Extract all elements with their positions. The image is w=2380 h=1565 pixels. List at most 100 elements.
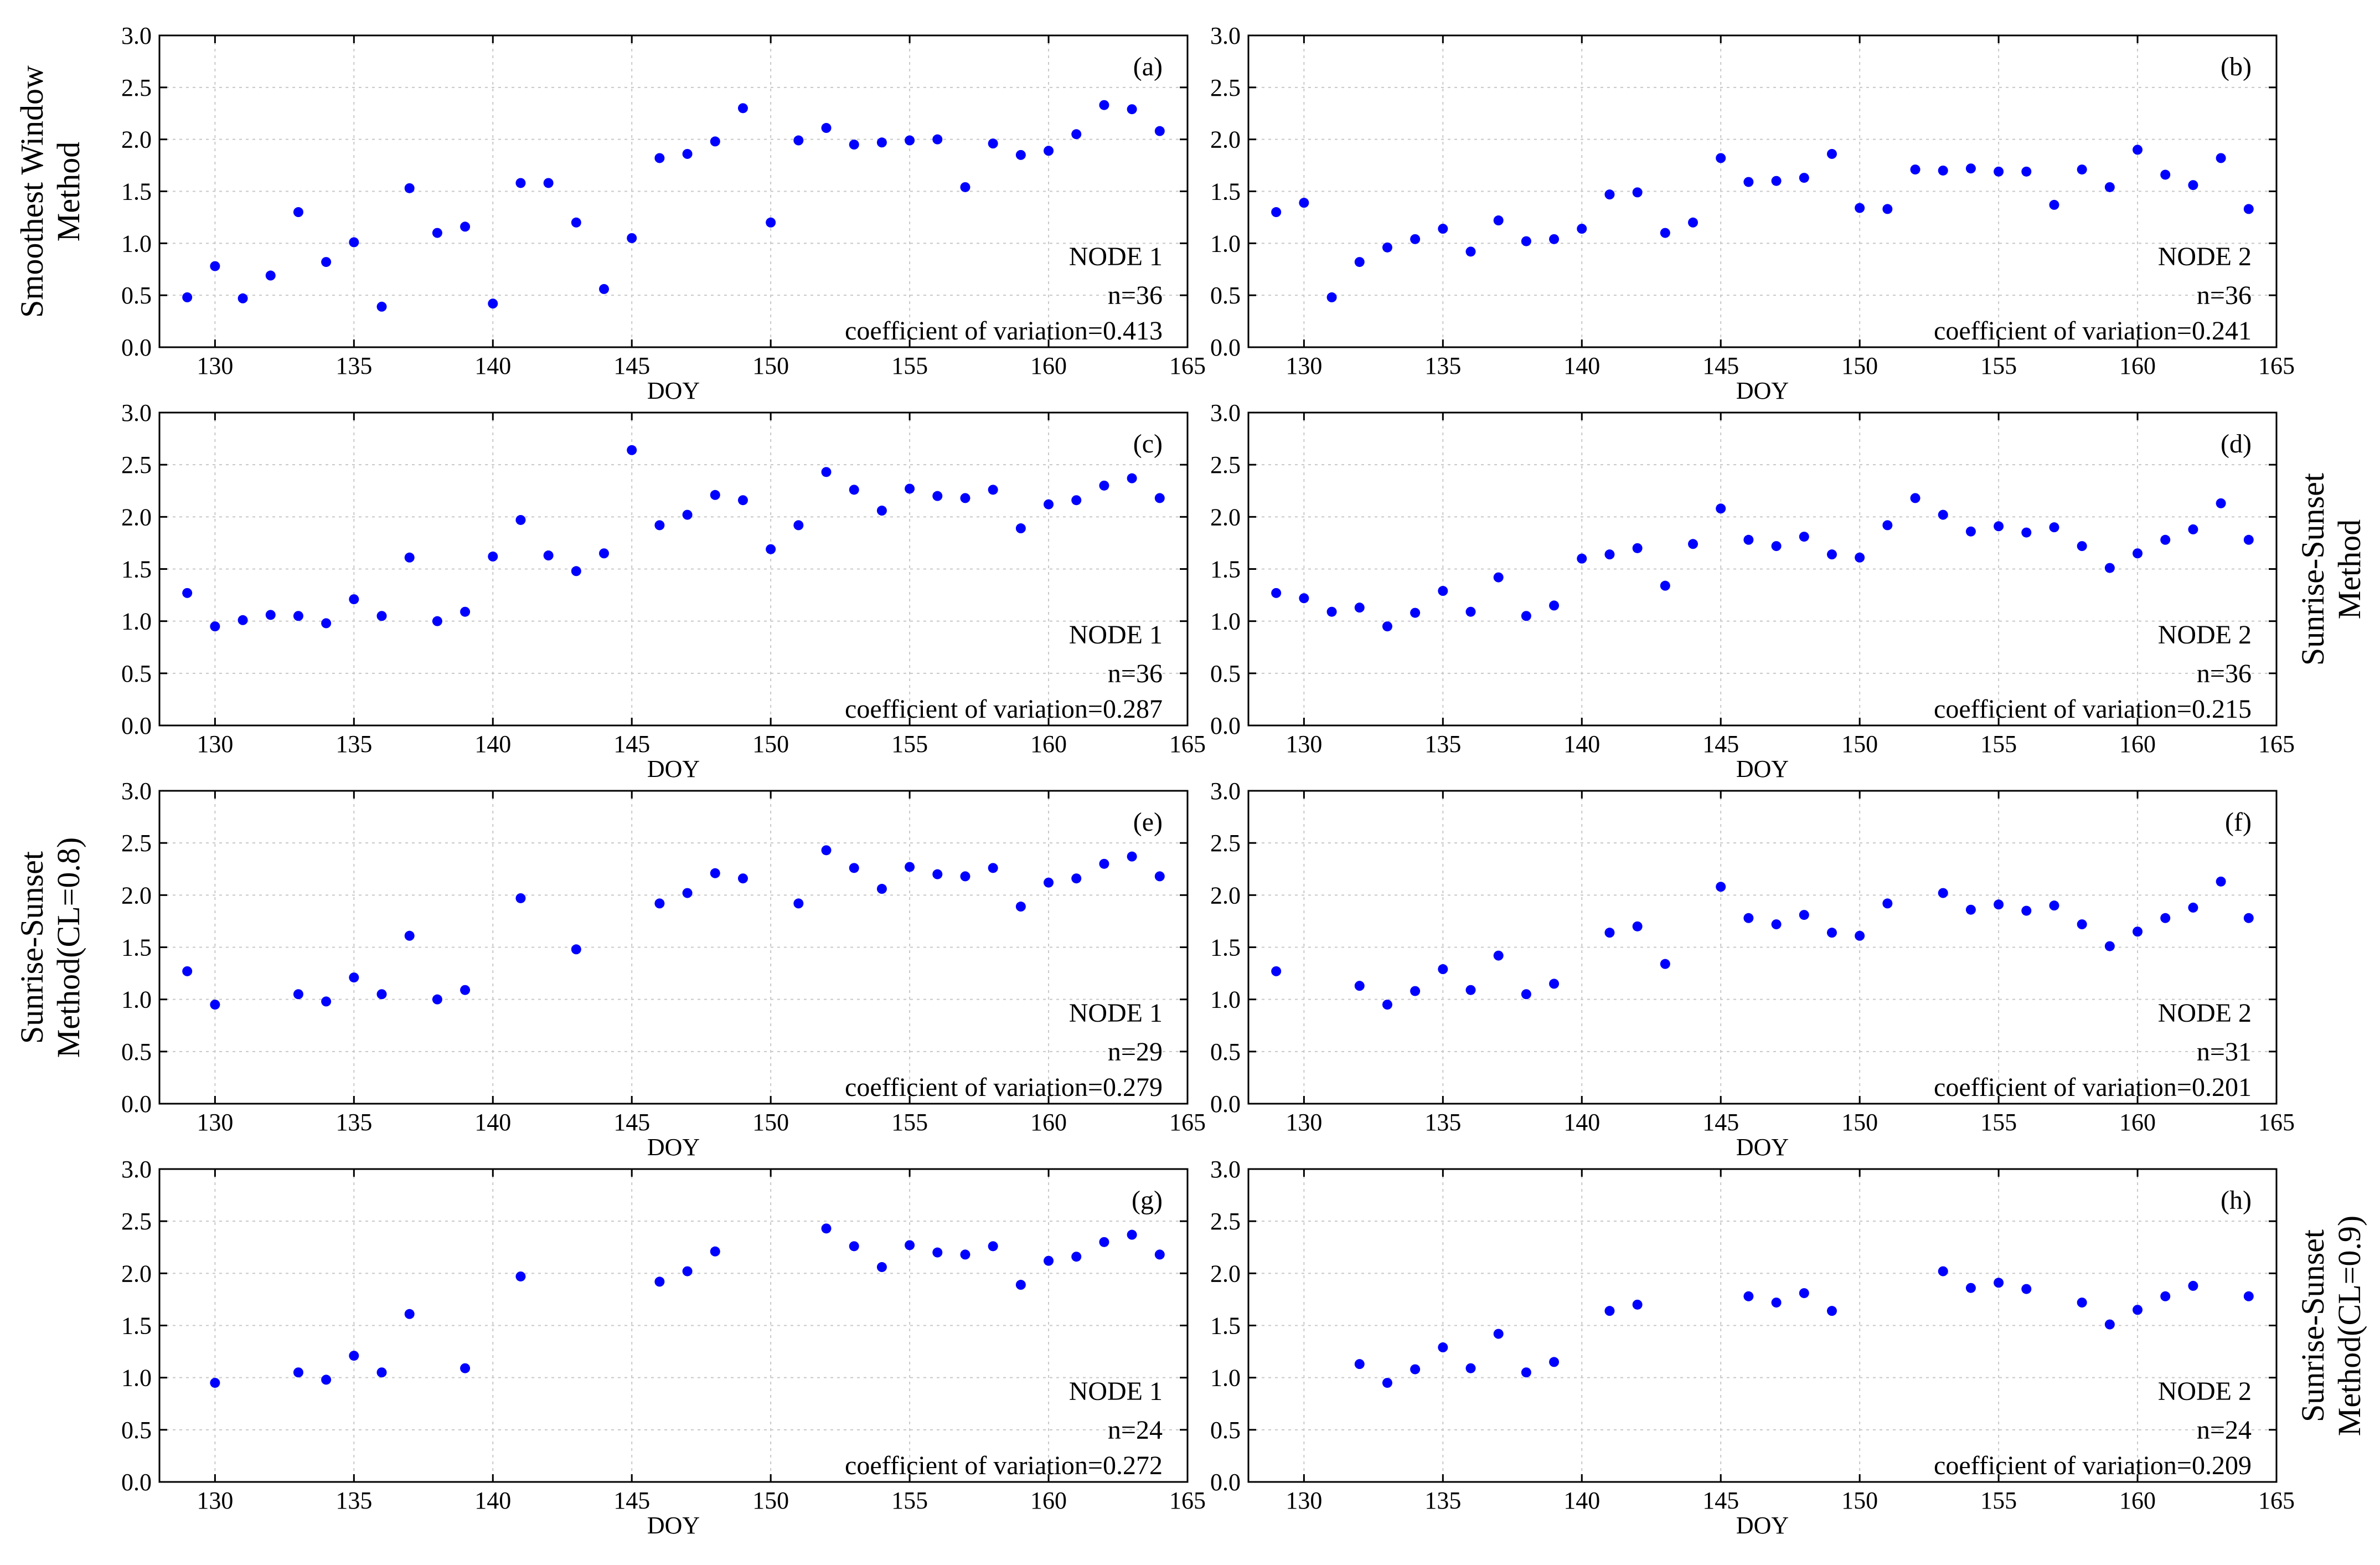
y-tick-label: 0.5	[1210, 282, 1241, 309]
data-point	[960, 1249, 970, 1260]
x-tick-label: 140	[474, 730, 511, 758]
data-point	[1994, 899, 2004, 910]
x-axis-label: DOY	[1736, 1134, 1789, 1161]
x-tick-label: 165	[2258, 730, 2295, 758]
data-point	[1549, 234, 1560, 244]
data-point	[1127, 1229, 1137, 1240]
x-tick-label: 160	[2119, 730, 2156, 758]
y-tick-label: 0.0	[121, 1469, 152, 1496]
row-label-line: Method	[2331, 519, 2367, 619]
x-tick-label: 150	[752, 730, 789, 758]
sample-size-label: n=29	[1108, 1037, 1163, 1067]
y-tick-label: 3.0	[1210, 1156, 1241, 1183]
y-tick-label: 1.0	[1210, 230, 1241, 257]
data-point	[1604, 549, 1615, 560]
node-label: NODE 2	[2158, 998, 2252, 1028]
data-point	[1382, 1000, 1392, 1010]
data-point	[988, 138, 998, 149]
row-label-line: Method(CL=0.8)	[50, 837, 86, 1058]
y-tick-label: 3.0	[121, 22, 152, 49]
data-point	[1044, 1255, 1054, 1266]
data-point	[710, 490, 720, 500]
x-tick-label: 150	[1841, 730, 1878, 758]
data-point	[376, 1367, 387, 1378]
data-point	[1938, 888, 1948, 898]
y-tick-label: 2.0	[1210, 882, 1241, 909]
data-point	[849, 485, 859, 495]
x-tick-label: 135	[335, 1487, 372, 1514]
x-tick-label: 165	[1169, 352, 1206, 379]
data-point	[654, 1276, 665, 1287]
cv-label: coefficient of variation=0.272	[845, 1451, 1163, 1480]
data-point	[1965, 1283, 1976, 1293]
x-tick-label: 150	[1841, 1109, 1878, 1136]
data-point	[376, 301, 387, 312]
x-tick-label: 155	[891, 730, 928, 758]
data-point	[1521, 989, 1531, 1000]
data-point	[2188, 524, 2198, 534]
data-point	[1994, 521, 2004, 532]
x-tick-label: 145	[1702, 352, 1739, 379]
sample-size-label: n=24	[2197, 1415, 2252, 1445]
data-point	[1493, 1329, 1504, 1339]
y-tick-label: 1.5	[1210, 178, 1241, 205]
data-point	[2077, 541, 2087, 552]
data-point	[1154, 871, 1165, 882]
data-point	[2049, 900, 2059, 911]
y-tick-label: 0.0	[1210, 712, 1241, 739]
data-point	[1882, 898, 1893, 909]
data-point	[1071, 129, 1082, 140]
data-point	[1799, 532, 1809, 542]
panel-f: 130 135 140 145 150 155 160 165 0.0 0.5 1.0 1.5 2.0 2…	[1210, 778, 2295, 1161]
data-point	[1015, 523, 1026, 534]
data-point	[2243, 534, 2254, 545]
y-tick-label: 1.5	[121, 934, 152, 961]
data-point	[2104, 941, 2115, 951]
y-tick-label: 1.5	[1210, 1312, 1241, 1340]
data-point	[1660, 580, 1670, 591]
data-point	[1965, 163, 1976, 174]
data-point	[2188, 1280, 2198, 1291]
y-tick-label: 0.0	[121, 1090, 152, 1118]
data-point	[460, 985, 471, 995]
node-label: NODE 1	[1069, 1377, 1163, 1406]
data-point	[876, 137, 887, 148]
data-point	[821, 845, 832, 856]
data-point	[349, 594, 359, 605]
data-point	[1855, 203, 1865, 213]
data-point	[460, 606, 471, 617]
sample-size-label: n=36	[2197, 659, 2252, 688]
y-tick-label: 1.5	[121, 556, 152, 583]
data-point	[404, 552, 415, 563]
data-point	[2243, 1291, 2254, 1301]
y-tick-label: 1.0	[1210, 986, 1241, 1013]
data-point	[376, 989, 387, 1000]
data-point	[654, 520, 665, 531]
panel-label: (h)	[2221, 1186, 2252, 1215]
data-point	[654, 153, 665, 163]
x-tick-label: 150	[752, 1487, 789, 1514]
data-point	[2243, 913, 2254, 923]
y-tick-label: 2.5	[121, 830, 152, 857]
data-point	[821, 467, 832, 477]
data-point	[1326, 292, 1337, 302]
data-point	[2160, 534, 2171, 545]
data-point	[1271, 966, 1282, 976]
x-tick-label: 140	[1563, 1487, 1600, 1514]
panel-b: 130 135 140 145 150 155 160 165 0.0 0.5 1.0 1.5 2.0 2…	[1210, 22, 2295, 404]
data-point	[488, 551, 498, 562]
data-point	[627, 445, 637, 455]
row-label: Sunrise-Sunset Method	[2295, 473, 2367, 666]
data-point	[1771, 541, 1782, 552]
panel-label: (b)	[2221, 52, 2252, 81]
y-tick-label: 0.0	[121, 712, 152, 739]
data-point	[1410, 1364, 1421, 1374]
data-point	[1154, 493, 1165, 503]
data-point	[515, 514, 526, 525]
data-point	[1855, 552, 1865, 563]
data-point	[1044, 146, 1054, 156]
panel-d: 130 135 140 145 150 155 160 165 0.0 0.5 1.0 1.5 2.0 2…	[1210, 399, 2295, 782]
y-tick-label: 0.5	[121, 1038, 152, 1065]
x-tick-label: 150	[1841, 352, 1878, 379]
